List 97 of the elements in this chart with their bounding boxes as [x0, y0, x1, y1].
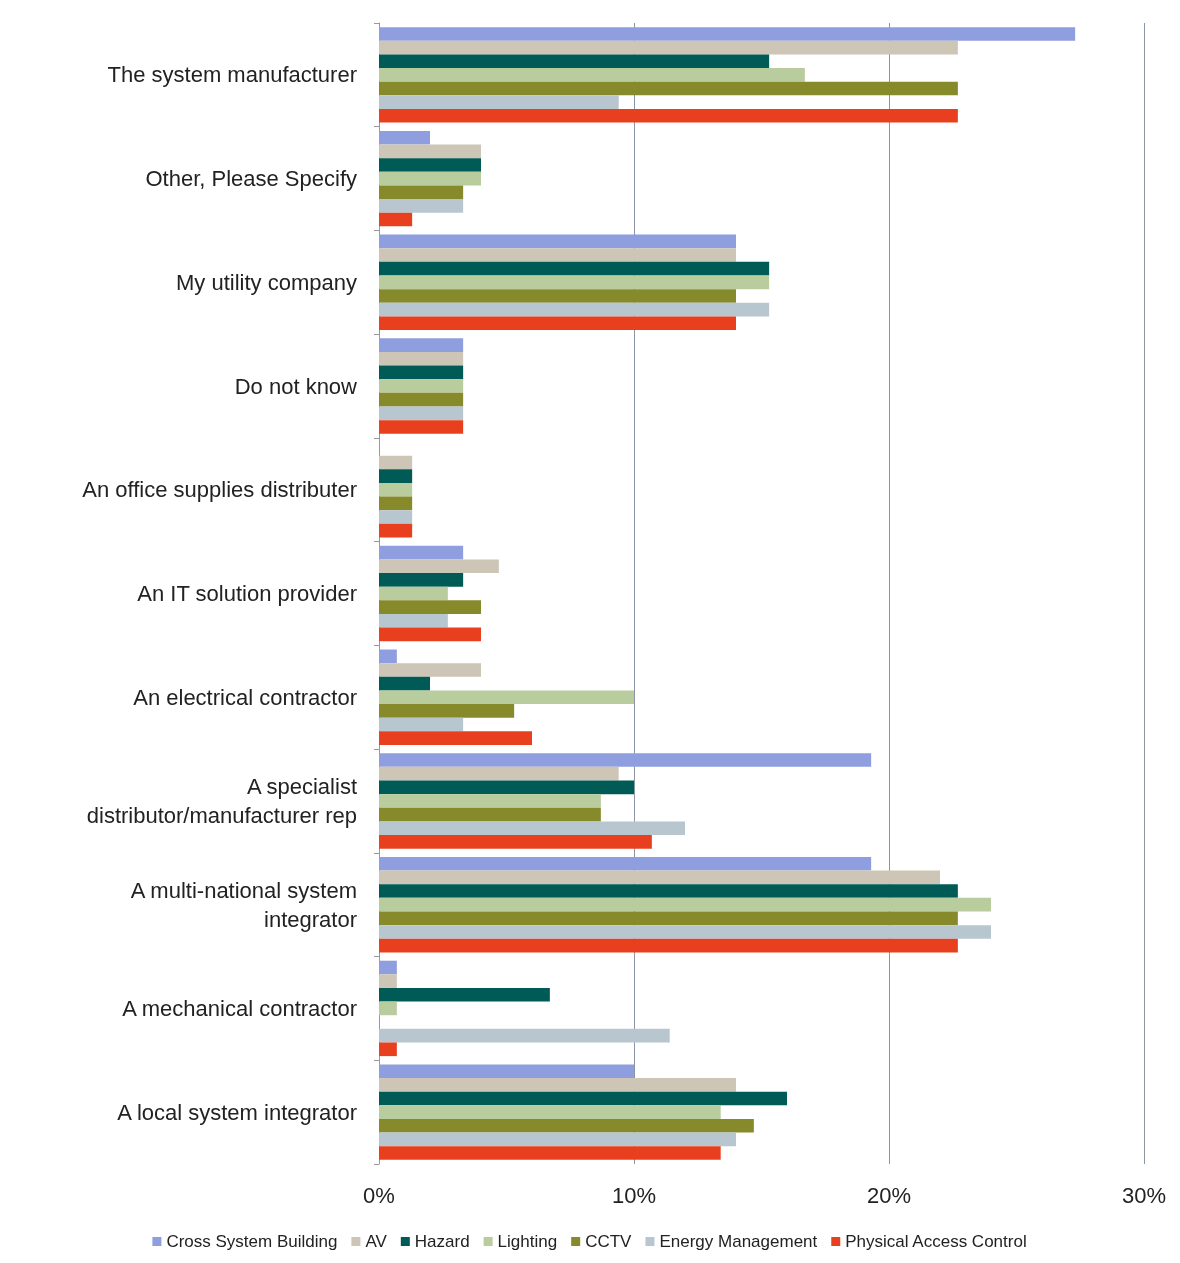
y-tick-label: Other, Please Specify — [145, 166, 357, 192]
bar — [379, 586, 448, 601]
bar — [379, 780, 634, 795]
bar — [379, 559, 499, 574]
bar — [379, 835, 652, 849]
legend-label: AV — [365, 1232, 388, 1251]
bar — [379, 392, 464, 407]
bar — [379, 40, 958, 55]
bar — [379, 68, 805, 82]
legend-label: Cross System Building — [166, 1232, 338, 1251]
bar — [379, 649, 397, 664]
bar — [379, 573, 464, 587]
bar — [379, 523, 413, 538]
bar — [379, 987, 550, 1002]
x-tick-label: 10% — [611, 1182, 657, 1208]
x-tick-label: 20% — [866, 1182, 912, 1208]
legend-label: Energy Management — [659, 1232, 818, 1251]
bar — [379, 158, 481, 172]
bar — [379, 821, 685, 836]
bar — [379, 731, 532, 745]
bar — [379, 379, 464, 393]
bar — [379, 261, 770, 276]
y-tick-label: A local system integrator — [117, 1099, 357, 1125]
bar — [379, 856, 872, 871]
bar — [379, 199, 464, 213]
bar — [379, 108, 958, 123]
bar — [379, 95, 619, 109]
bar — [379, 212, 413, 227]
bar — [379, 1146, 721, 1160]
legend-label: CCTV — [585, 1232, 633, 1251]
bar — [379, 807, 601, 822]
bar — [379, 884, 958, 898]
bar — [379, 1105, 721, 1119]
bar — [379, 925, 991, 939]
x-tick-label: 30% — [1121, 1182, 1167, 1208]
bar — [379, 130, 430, 145]
bar — [379, 406, 464, 421]
y-tick-label: An office supplies distributer — [82, 477, 357, 503]
bar — [379, 351, 464, 366]
bar — [379, 185, 464, 200]
legend-label: Physical Access Control — [845, 1232, 1027, 1251]
bar — [379, 1118, 754, 1133]
bar — [379, 455, 413, 470]
bar — [379, 1064, 634, 1079]
bar — [379, 275, 770, 290]
x-tick-label: 0% — [363, 1182, 395, 1208]
bar — [379, 545, 464, 560]
bar — [379, 81, 958, 96]
bar — [379, 234, 736, 249]
bar — [379, 717, 464, 732]
bar — [379, 338, 464, 352]
bar — [379, 289, 736, 303]
y-tick-label: The system manufacturer — [107, 62, 357, 88]
bar — [379, 482, 413, 497]
y-tick-label: A multi-national system integrator — [130, 877, 357, 932]
y-tick-label: An IT solution provider — [137, 581, 357, 606]
bar — [379, 144, 481, 159]
bar — [379, 510, 413, 524]
y-tick-label: An electrical contractor — [133, 684, 357, 710]
bar — [379, 1001, 397, 1016]
bar — [379, 1028, 670, 1043]
bar — [379, 365, 464, 380]
bar — [379, 248, 736, 262]
y-tick-label: My utility company — [176, 269, 357, 295]
bar — [379, 1091, 787, 1106]
bar — [379, 496, 413, 511]
bar — [379, 316, 736, 331]
bar — [379, 613, 448, 628]
bar — [379, 676, 430, 691]
bar — [379, 54, 770, 69]
bar — [379, 663, 481, 677]
y-tick-label: A specialist distributor/manufacturer rep — [86, 773, 357, 828]
bar — [379, 690, 634, 705]
bar — [379, 766, 619, 781]
legend-label: Lighting — [497, 1232, 558, 1251]
bar — [379, 794, 601, 808]
bar — [379, 27, 1076, 41]
bar — [379, 171, 481, 186]
bar — [379, 870, 940, 885]
bar — [379, 911, 958, 926]
bar — [379, 469, 413, 483]
legend-label: Hazard — [414, 1232, 470, 1251]
bar — [379, 420, 464, 434]
bar — [379, 1078, 736, 1092]
bar — [379, 302, 770, 317]
bar — [379, 960, 397, 975]
y-tick-label: Do not know — [234, 373, 358, 399]
bar — [379, 753, 872, 767]
bar — [379, 974, 397, 988]
bar — [379, 938, 958, 953]
bar — [379, 1132, 736, 1147]
bar — [379, 1042, 397, 1057]
bar — [379, 600, 481, 614]
bar — [379, 627, 481, 642]
bar — [379, 704, 515, 718]
bar — [379, 897, 991, 912]
y-tick-label: A mechanical contractor — [122, 995, 357, 1021]
